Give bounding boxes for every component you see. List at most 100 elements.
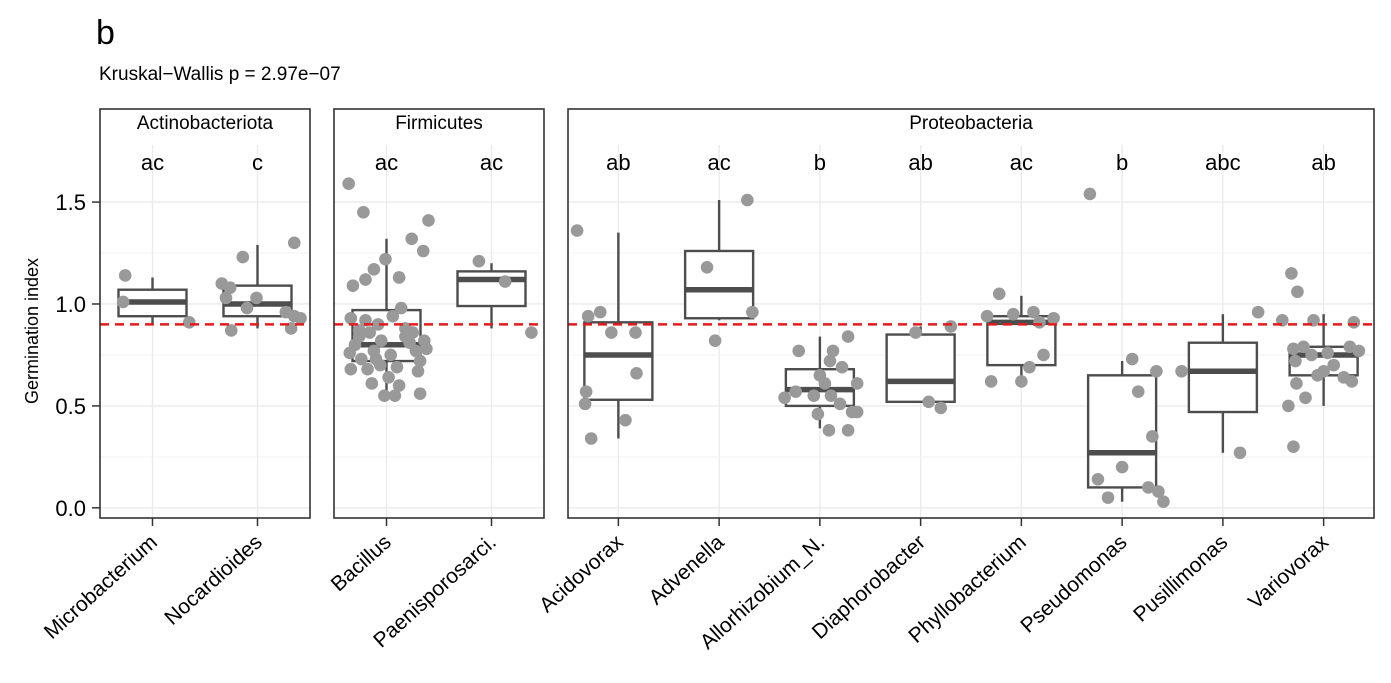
data-point (605, 326, 618, 339)
data-point (224, 324, 238, 337)
data-point (116, 295, 130, 309)
x-tick-label: Advenella (645, 530, 729, 609)
data-point (841, 424, 855, 437)
facet-strip (334, 109, 544, 145)
panel-border (99, 108, 311, 519)
data-point (413, 387, 427, 400)
data-point (746, 305, 759, 319)
data-point (1037, 348, 1050, 362)
data-point (399, 330, 412, 343)
data-point (355, 352, 368, 366)
data-point (811, 407, 825, 421)
data-point (708, 334, 722, 347)
data-point (498, 275, 512, 288)
data-point (578, 397, 592, 411)
data-point (629, 326, 642, 339)
data-point (1023, 360, 1036, 374)
data-point (182, 316, 196, 329)
data-point (357, 205, 370, 219)
data-point (392, 379, 406, 392)
data-point (822, 424, 836, 437)
data-point (363, 326, 377, 339)
data-point (1299, 391, 1312, 405)
data-point (992, 287, 1006, 301)
data-point (359, 273, 372, 286)
box (885, 333, 956, 404)
data-point (1285, 267, 1298, 280)
data-point (833, 397, 847, 411)
y-axis: 0.0 0.5 1.0 1.5 (55, 190, 100, 521)
data-point (371, 318, 385, 331)
data-point (1291, 285, 1304, 299)
box-group: ac (683, 150, 759, 347)
data-point (390, 360, 404, 374)
data-point (835, 360, 849, 374)
data-point (240, 301, 254, 315)
data-point (1027, 305, 1040, 319)
significance-letter: ac (375, 150, 398, 175)
significance-letter: b (814, 150, 826, 175)
data-point (850, 405, 864, 419)
significance-letter: ac (480, 150, 503, 175)
data-point (1015, 375, 1028, 388)
data-point (1327, 358, 1340, 372)
data-point (346, 279, 360, 292)
data-point (824, 389, 838, 403)
data-point (343, 346, 357, 360)
data-point (826, 344, 840, 358)
data-point (630, 366, 643, 380)
box-group: b (778, 150, 864, 437)
panel-background (100, 145, 310, 518)
data-point (841, 330, 855, 343)
box-group: ac (456, 150, 538, 339)
data-point (374, 334, 388, 347)
data-point (1150, 364, 1163, 378)
data-point (1115, 460, 1129, 474)
data-point (1142, 481, 1155, 494)
x-tick-label: Pseudomonas (1016, 531, 1131, 638)
data-point (118, 269, 132, 282)
data-point (1091, 472, 1105, 486)
x-tick-label: Microbacterium (40, 531, 162, 644)
data-point (1007, 307, 1020, 321)
data-point (1347, 316, 1361, 329)
data-point (1289, 354, 1302, 368)
data-point (405, 232, 419, 246)
x-tick-label: Acidovorax (535, 530, 628, 617)
data-point (1343, 340, 1357, 354)
data-point (250, 291, 263, 305)
data-point (411, 364, 425, 378)
box-group: b (1083, 150, 1170, 508)
data-point (1345, 375, 1359, 388)
y-tick-label: 0.0 (55, 496, 86, 521)
data-point (1282, 399, 1295, 413)
data-point (581, 309, 595, 323)
box-group: abc (1175, 150, 1265, 460)
facet-strip (568, 109, 1374, 145)
data-point (384, 348, 398, 362)
data-point (294, 311, 307, 325)
data-point (361, 362, 374, 376)
data-point (700, 260, 714, 274)
data-point (1152, 485, 1165, 498)
significance-letter: ab (606, 150, 630, 175)
data-point (1101, 491, 1115, 504)
data-point (570, 224, 584, 237)
data-point (1175, 364, 1188, 378)
data-point (1297, 340, 1310, 354)
data-point (789, 385, 802, 398)
box (456, 270, 527, 308)
data-point (1251, 305, 1265, 319)
y-axis-label: Germination index (22, 258, 42, 404)
x-tick-label: Pusillimonas (1129, 531, 1232, 627)
data-point (944, 320, 958, 333)
box-group: ac (342, 150, 435, 403)
facet-title: Proteobacteria (909, 113, 1033, 134)
significance-letter: ab (1311, 150, 1335, 175)
data-point (420, 342, 433, 356)
data-point (367, 263, 381, 276)
box (683, 249, 755, 320)
data-point (352, 330, 366, 343)
